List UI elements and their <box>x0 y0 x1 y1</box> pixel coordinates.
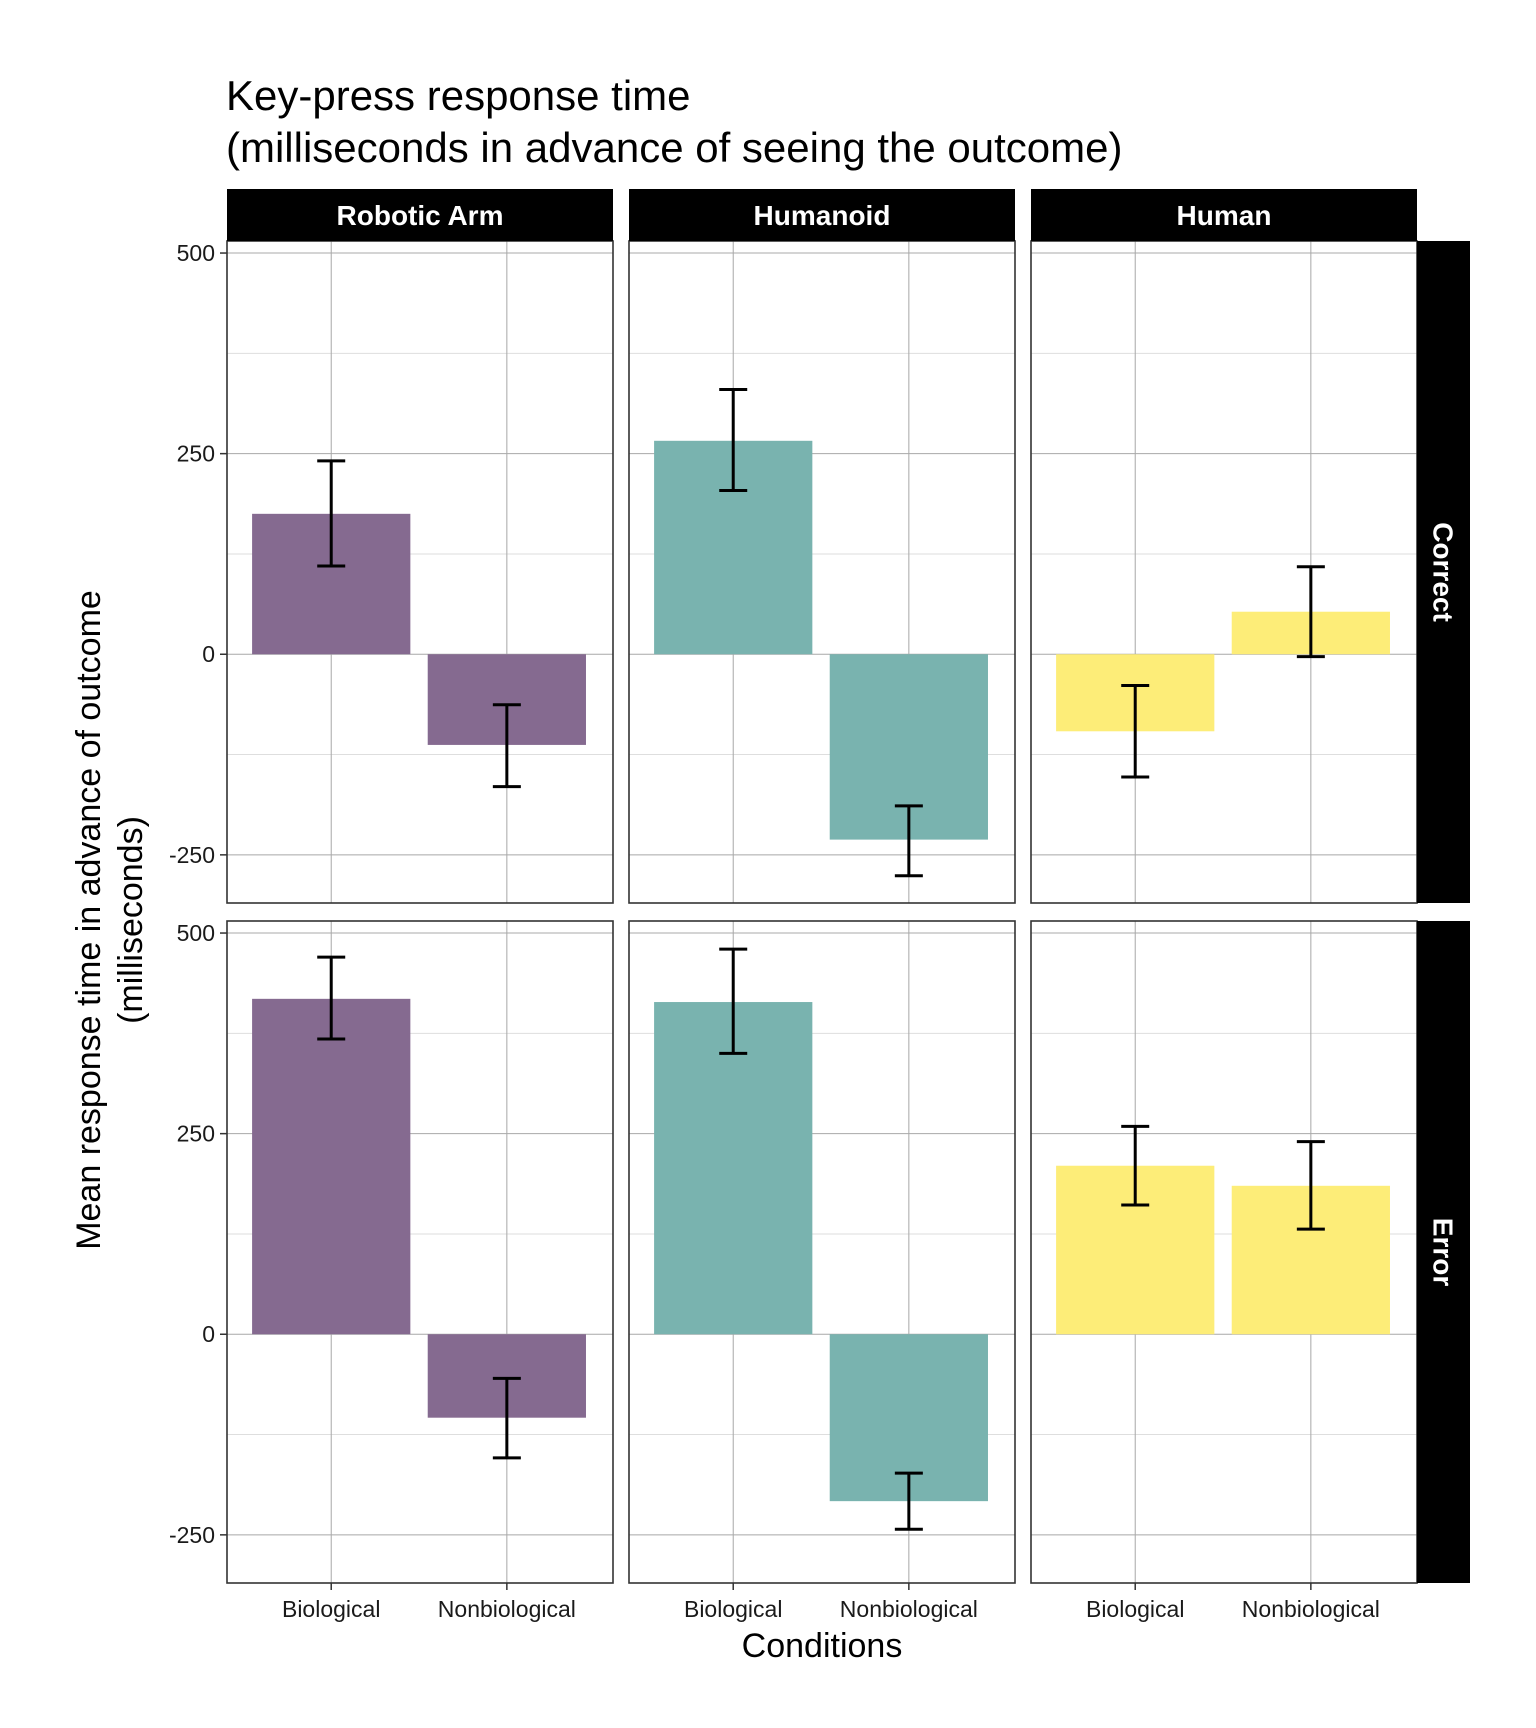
panel-error-human <box>1031 921 1417 1583</box>
x-tick-label-biological: Biological <box>684 1596 782 1622</box>
y-tick-label: 500 <box>177 920 215 946</box>
strip-label: Humanoid <box>754 200 891 231</box>
x-tick-label-nonbiological: Nonbiological <box>1242 1596 1380 1622</box>
y-tick-label: 500 <box>177 240 215 266</box>
y-tick-label: 250 <box>177 441 215 467</box>
chart-subtitle: (milliseconds in advance of seeing the o… <box>226 124 1122 171</box>
y-tick-label: 0 <box>202 641 215 667</box>
panel-border <box>1031 241 1417 903</box>
y-axis-title-group: Mean response time in advance of outcome… <box>70 590 150 1250</box>
y-tick-label: -250 <box>169 842 215 868</box>
y-axis-title-line1: Mean response time in advance of outcome <box>70 590 108 1250</box>
x-tick-label-biological: Biological <box>1086 1596 1184 1622</box>
x-tick-label-nonbiological: Nonbiological <box>438 1596 576 1622</box>
bar-error-robotic-arm-biological <box>252 999 410 1334</box>
panel-correct-humanoid <box>629 241 1015 903</box>
x-axis-title: Conditions <box>742 1627 903 1665</box>
panel-error-humanoid <box>629 921 1015 1583</box>
x-tick-label-nonbiological: Nonbiological <box>840 1596 978 1622</box>
panel-correct-human <box>1031 241 1417 903</box>
strip-robotic-arm: Robotic Arm <box>227 189 613 241</box>
y-axis-title-line2: (milliseconds) <box>112 816 150 1024</box>
strip-correct: Correct <box>1417 241 1470 903</box>
strip-label: Correct <box>1428 522 1459 622</box>
y-tick-label: 250 <box>177 1121 215 1147</box>
strip-error: Error <box>1417 921 1470 1583</box>
strip-label: Human <box>1177 200 1272 231</box>
strip-human: Human <box>1031 189 1417 241</box>
strip-label: Robotic Arm <box>337 200 504 231</box>
x-tick-label-biological: Biological <box>282 1596 380 1622</box>
panels-layer <box>227 241 1417 1583</box>
panel-correct-robotic-arm <box>227 241 613 903</box>
strip-humanoid: Humanoid <box>629 189 1015 241</box>
strip-label: Error <box>1428 1218 1459 1287</box>
chart-title: Key-press response time <box>226 72 691 119</box>
panel-error-robotic-arm <box>227 921 613 1583</box>
y-tick-label: -250 <box>169 1522 215 1548</box>
y-tick-label: 0 <box>202 1321 215 1347</box>
